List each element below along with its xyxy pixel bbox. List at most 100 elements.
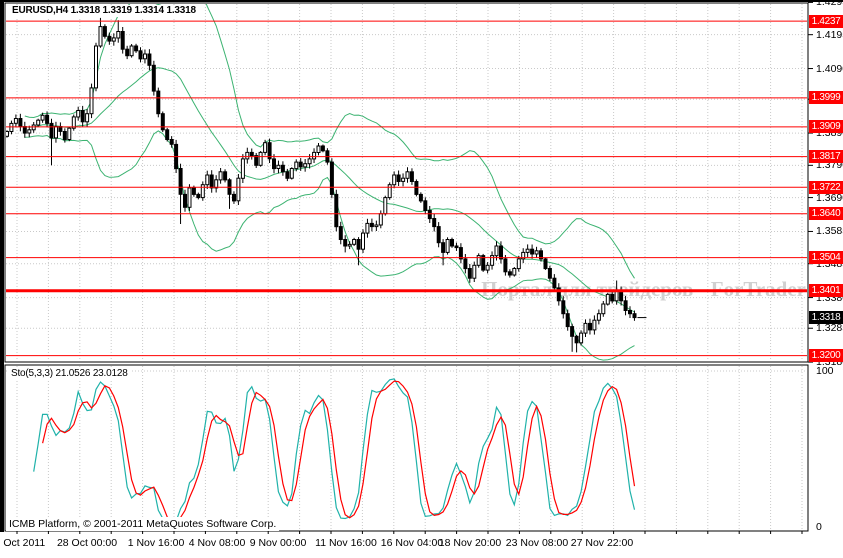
candle-bear xyxy=(249,151,254,157)
candle-bull xyxy=(365,222,370,234)
candle-bear xyxy=(436,226,441,244)
price-tick-label: 1.3285 xyxy=(816,322,843,335)
candle-bear xyxy=(539,250,543,260)
time-axis-label: 11 Nov 16:00 xyxy=(315,537,377,549)
indicator-label: Sto(5,3,3) 21.0526 23.0128 xyxy=(9,368,130,380)
candle-bear xyxy=(423,200,428,212)
candle-bull xyxy=(521,251,526,260)
candle-bull xyxy=(67,127,72,140)
candle-bull xyxy=(316,145,321,153)
level-price-badge: 1.3909 xyxy=(809,120,843,134)
level-price-badge: 1.3401 xyxy=(809,284,843,298)
level-price-badge: 1.3999 xyxy=(809,91,843,105)
bollinger-lower xyxy=(24,130,635,361)
candle-bull xyxy=(583,322,588,334)
candle-bear xyxy=(232,193,236,202)
candle-bull xyxy=(36,119,41,126)
candle-bull xyxy=(289,168,294,179)
candle-bear xyxy=(530,248,535,255)
time-axis-label: 27 Nov 22:00 xyxy=(570,537,634,549)
window-frame-top xyxy=(0,0,843,2)
candle-bull xyxy=(200,184,205,199)
candle-bull xyxy=(6,131,9,137)
stoch-plot-group xyxy=(33,378,636,524)
candle-bear xyxy=(396,174,401,182)
window-frame-left xyxy=(0,0,4,532)
candle-bull xyxy=(490,255,495,266)
candle-bear xyxy=(481,255,486,271)
candle-bear xyxy=(120,31,125,50)
candle-bear xyxy=(125,48,130,57)
candle-bear xyxy=(418,193,423,202)
sub-chart-border xyxy=(4,364,809,532)
candle-bear xyxy=(409,171,414,183)
candle-bull xyxy=(387,184,392,199)
candle-bear xyxy=(107,35,112,42)
candle-bear xyxy=(543,258,548,270)
bollinger-upper xyxy=(24,4,635,279)
level-price-badge: 1.3504 xyxy=(809,251,843,265)
bollinger-middle xyxy=(24,67,635,313)
price-tick-label: 1.3585 xyxy=(816,225,843,238)
candle-bull xyxy=(258,151,263,166)
candle-bull xyxy=(294,161,299,170)
candle-bull xyxy=(205,174,210,186)
candle-bear xyxy=(570,326,575,337)
level-price-badge: 1.3640 xyxy=(809,207,843,221)
stochastic-signal-line xyxy=(42,380,636,523)
candle-bear xyxy=(298,161,303,168)
candle-bear xyxy=(285,171,290,179)
candle-bear xyxy=(151,64,156,92)
candle-bear xyxy=(156,90,161,115)
candle-bear xyxy=(628,310,632,315)
candle-bear xyxy=(160,113,165,131)
candle-bull xyxy=(218,171,223,181)
candle-bull xyxy=(276,164,281,170)
copyright-text: ICMB Platform, © 2001-2011 MetaQuotes So… xyxy=(6,517,280,531)
candle-bull xyxy=(352,239,357,245)
candle-bull xyxy=(405,171,410,179)
candle-bear xyxy=(22,126,27,134)
level-price-badge: 1.3722 xyxy=(809,180,843,194)
candle-bear xyxy=(196,193,201,199)
candle-bull xyxy=(605,293,610,305)
candle-bear xyxy=(165,129,170,141)
candle-bear xyxy=(432,218,437,228)
candle-bull xyxy=(245,151,250,160)
candle-bull xyxy=(579,332,584,344)
candle-bull xyxy=(13,118,18,124)
candle-bear xyxy=(45,114,50,124)
candle-bear xyxy=(632,313,637,319)
candle-bear xyxy=(588,322,592,331)
candle-bear xyxy=(178,168,183,195)
candle-bear xyxy=(574,335,579,344)
candle-bull xyxy=(85,113,90,123)
candle-bear xyxy=(503,258,508,273)
candle-bull xyxy=(596,313,601,321)
candle-bear xyxy=(463,258,468,270)
candle-bear xyxy=(458,247,463,260)
candle-bear xyxy=(619,290,624,302)
candle-bull xyxy=(236,177,241,202)
time-axis-label: 16 Nov 04:00 xyxy=(380,537,444,549)
candle-bear xyxy=(80,110,85,123)
candle-bull xyxy=(76,110,81,118)
candle-bear xyxy=(556,287,561,302)
candle-bear xyxy=(62,131,67,141)
candle-bull xyxy=(476,255,481,266)
candle-bear xyxy=(450,239,454,247)
candle-bear xyxy=(169,139,174,145)
time-axis-label: 23 Nov 08:00 xyxy=(505,537,569,549)
candle-bull xyxy=(143,53,147,60)
candle-bear xyxy=(369,222,374,228)
level-price-badge: 1.3200 xyxy=(809,349,843,363)
candle-bear xyxy=(334,193,339,228)
candle-bull xyxy=(263,142,268,153)
candle-bull xyxy=(361,232,365,250)
candle-bear xyxy=(561,300,566,315)
candle-bear xyxy=(183,193,187,208)
candle-bear xyxy=(209,174,214,189)
candle-bear xyxy=(102,26,107,37)
